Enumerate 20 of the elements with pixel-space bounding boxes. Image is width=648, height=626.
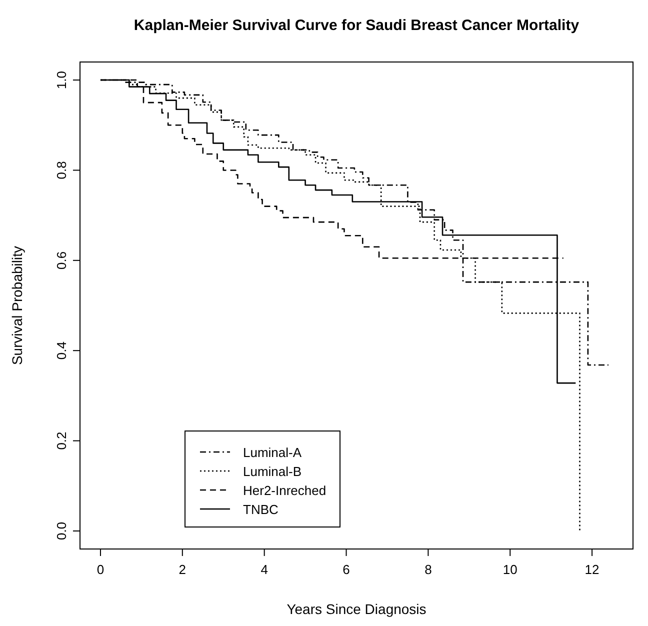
- x-axis-title: Years Since Diagnosis: [286, 601, 426, 617]
- legend-label: Her2-Inreched: [243, 483, 326, 498]
- x-tick-label: 10: [502, 562, 518, 577]
- y-tick-label: 0.2: [54, 432, 69, 450]
- y-tick-label: 0.0: [54, 522, 69, 540]
- legend-label: Luminal-B: [243, 464, 302, 479]
- legend-label: Luminal-A: [243, 445, 302, 460]
- x-tick-label: 12: [584, 562, 600, 577]
- x-tick-label: 8: [424, 562, 432, 577]
- y-tick-label: 0.6: [54, 251, 69, 270]
- x-tick-label: 6: [342, 562, 350, 577]
- y-tick-label: 1.0: [54, 71, 69, 90]
- x-tick-label: 4: [260, 562, 268, 577]
- chart-title: Kaplan-Meier Survival Curve for Saudi Breast Cancer Mortality: [134, 17, 580, 34]
- x-tick-label: 2: [178, 562, 186, 577]
- y-axis-title: Survival Probability: [9, 246, 25, 366]
- y-tick-label: 0.4: [54, 342, 69, 360]
- y-tick-label: 0.8: [54, 161, 69, 180]
- x-tick-label: 0: [96, 562, 104, 577]
- legend-label: TNBC: [243, 502, 278, 517]
